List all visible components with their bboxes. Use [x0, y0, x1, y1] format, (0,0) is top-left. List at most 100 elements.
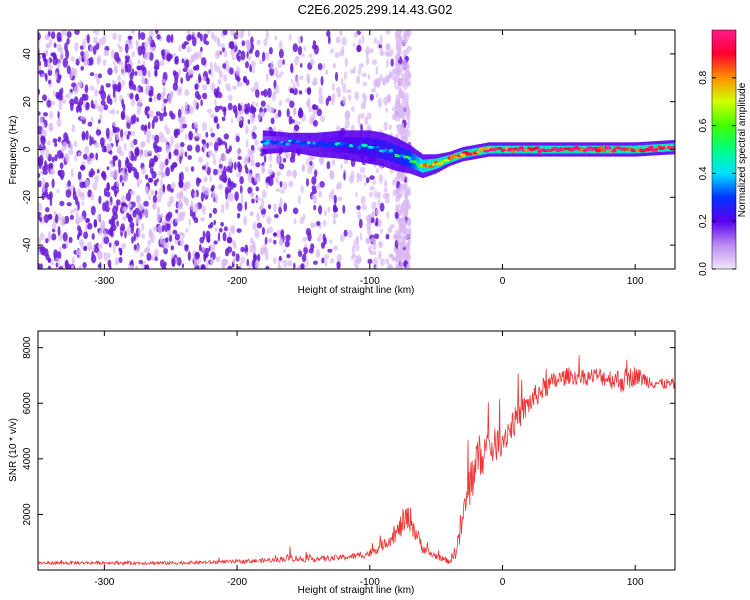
- spectrogram-speckle: [277, 109, 282, 118]
- signal-core-blob: [388, 148, 394, 153]
- snr-x-ticks: -300 -200 -100 0 100: [94, 331, 644, 588]
- spectrogram-speckle: [222, 30, 228, 36]
- spectrogram-speckle: [267, 226, 274, 234]
- spectrogram-speckle: [344, 119, 350, 128]
- signal-core-blob: [312, 141, 316, 145]
- spectrogram-speckle: [38, 180, 42, 188]
- spectrogram-speckle: [57, 111, 60, 119]
- spectrogram-speckle: [84, 146, 90, 155]
- spectrogram-speckle: [69, 140, 72, 151]
- spectrogram-speckle: [288, 33, 292, 41]
- spectrogram-speckle: [403, 207, 409, 216]
- spectrogram-speckle: [214, 98, 217, 107]
- spectrogram-speckle: [211, 31, 215, 40]
- spectrogram-speckle: [143, 208, 149, 218]
- spectrogram-speckle: [167, 95, 172, 103]
- spectrogram-speckle: [179, 148, 184, 158]
- spectrogram-speckle: [238, 49, 242, 55]
- spectrogram-speckle: [80, 242, 84, 250]
- spectrogram-speckle: [215, 193, 218, 204]
- spectrogram-speckle: [342, 204, 346, 214]
- spectrogram-speckle: [175, 128, 181, 136]
- spectrogram-speckle: [335, 36, 341, 44]
- spectrogram-speckle: [312, 119, 318, 127]
- spectrogram-speckle: [98, 73, 102, 79]
- spectrogram-speckle: [51, 221, 57, 230]
- spectrogram-speckle: [266, 229, 270, 235]
- spectrogram-speckle: [213, 61, 217, 72]
- spectrogram-speckle: [265, 265, 270, 269]
- spectrogram-speckle: [392, 179, 396, 186]
- snr-series-line: [38, 355, 675, 566]
- spectrogram-speckle: [200, 264, 206, 269]
- spectrogram-speckle: [201, 205, 206, 215]
- spectrogram-speckle: [384, 199, 390, 204]
- spectrogram-speckle: [298, 90, 303, 95]
- spectrogram-speckle: [267, 168, 273, 176]
- spectrogram-speckle: [130, 98, 135, 107]
- spectrogram-speckle: [138, 259, 143, 265]
- spectrogram-speckle: [306, 87, 312, 95]
- spectrogram-speckle: [45, 74, 48, 82]
- spectrogram-speckle: [275, 85, 280, 94]
- signal-band: [608, 145, 611, 154]
- spectrogram-speckle: [218, 157, 222, 164]
- spectrogram-speckle: [48, 79, 52, 85]
- spectrogram-speckle: [370, 88, 377, 93]
- spectrogram-speckle: [278, 163, 285, 170]
- spectrogram-speckle: [136, 105, 141, 116]
- spectrogram-speckle: [235, 31, 241, 37]
- spectrogram-speckle: [290, 78, 294, 84]
- signal-core-blob: [308, 144, 314, 148]
- spectrogram-speckle: [92, 45, 97, 55]
- spectrogram-speckle: [350, 170, 355, 180]
- spectrogram-speckle: [380, 228, 384, 234]
- spectrogram-speckle: [306, 178, 309, 187]
- spectrogram-speckle: [171, 182, 176, 190]
- spectrogram-speckle: [154, 69, 158, 77]
- spectrogram-speckle: [256, 212, 260, 222]
- spectrogram-speckle: [147, 70, 151, 78]
- spectrogram-speckle: [42, 176, 45, 186]
- spectrogram-speckle: [293, 169, 297, 179]
- spectrogram-speckle: [274, 213, 279, 219]
- spectrogram-speckle: [68, 149, 74, 155]
- spectrogram-speckle: [333, 213, 339, 219]
- spectrogram-speckle: [394, 212, 399, 220]
- spectrogram-speckle: [79, 181, 85, 189]
- spectrogram-speckle: [122, 215, 127, 221]
- spectrogram-speckle: [165, 237, 169, 243]
- spectrogram-speckle: [144, 107, 149, 116]
- spectrogram-x-tick-label: -100: [360, 276, 380, 287]
- spectrogram-speckle: [170, 135, 174, 146]
- spectrogram-speckle: [182, 67, 188, 73]
- spectrogram-speckle: [127, 92, 130, 97]
- spectrogram-speckle: [334, 52, 340, 59]
- spectrogram-speckle: [361, 72, 367, 78]
- spectrogram-speckle: [112, 89, 116, 98]
- signal-core-blob: [510, 149, 516, 153]
- spectrogram-y-axis-label: Frequency (Hz): [8, 116, 19, 185]
- spectrogram-speckle: [126, 63, 132, 73]
- spectrogram-speckle: [261, 164, 265, 174]
- spectrogram-speckle: [218, 139, 224, 146]
- spectrogram-speckle: [198, 49, 202, 60]
- spectrogram-speckle: [329, 170, 335, 180]
- spectrogram-speckle: [313, 260, 318, 265]
- spectrogram-speckle: [395, 192, 400, 200]
- spectrogram-speckle: [103, 49, 109, 57]
- spectrogram-speckle: [147, 121, 151, 130]
- spectrogram-speckle: [74, 30, 80, 35]
- spectrogram-speckle: [397, 75, 401, 86]
- spectrogram-speckle: [260, 247, 264, 256]
- spectrogram-speckle: [157, 206, 160, 213]
- spectrogram-speckle: [316, 220, 321, 227]
- spectrogram-speckle: [77, 152, 81, 157]
- spectrogram-speckle: [73, 96, 79, 105]
- spectrogram-speckle: [286, 108, 290, 118]
- spectrogram-speckle: [149, 158, 155, 167]
- spectrogram-speckle: [272, 232, 278, 237]
- spectrogram-speckle: [129, 72, 134, 81]
- spectrogram-speckle: [153, 155, 158, 162]
